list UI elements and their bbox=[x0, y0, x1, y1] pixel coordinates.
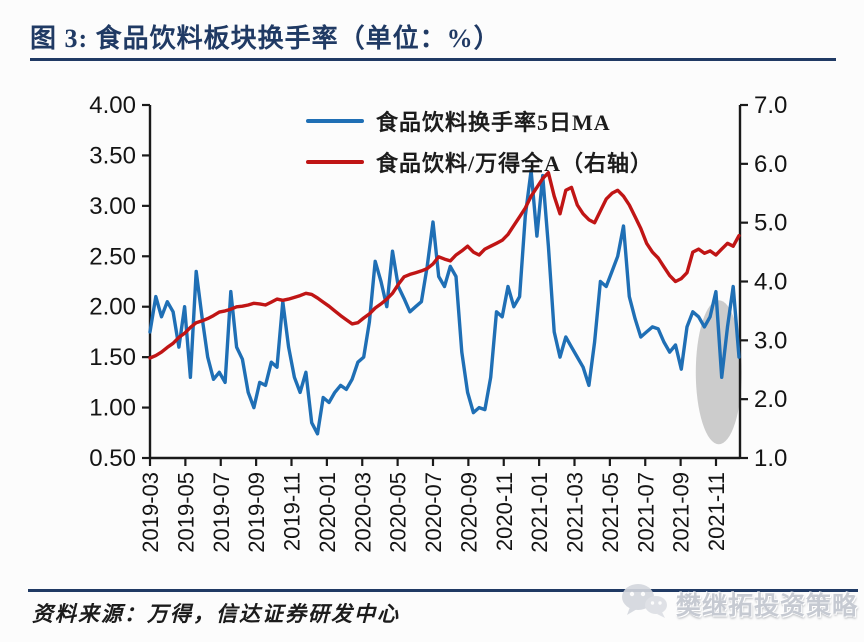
right-tick-label: 2.0 bbox=[754, 386, 787, 413]
source-note: 资料来源：万得，信达证券研发中心 bbox=[32, 602, 400, 626]
right-tick-label: 4.0 bbox=[754, 269, 787, 296]
x-tick-label: 2020-05 bbox=[386, 472, 411, 553]
legend-line-swatch-blue bbox=[306, 118, 364, 123]
x-tick-label: 2021-01 bbox=[527, 472, 552, 553]
legend-item-turnover: 食品饮料换手率5日MA bbox=[306, 100, 653, 141]
x-tick-label: 2019-03 bbox=[138, 472, 163, 553]
x-tick-label: 2020-03 bbox=[350, 472, 375, 553]
chart-legend: 食品饮料换手率5日MA 食品饮料/万得全A（右轴） bbox=[306, 100, 653, 182]
footer-divider bbox=[28, 589, 858, 592]
page-title: 图 3: 食品饮料板块换手率（单位：%） bbox=[30, 24, 501, 53]
legend-item-ratio: 食品饮料/万得全A（右轴） bbox=[306, 141, 653, 182]
series-line-ratio bbox=[148, 170, 741, 360]
watermark: 樊继拓投资策略 bbox=[620, 582, 858, 625]
watermark-label: 樊继拓投资策略 bbox=[675, 591, 858, 620]
right-tick-label: 7.0 bbox=[754, 92, 787, 119]
title-divider bbox=[30, 58, 836, 61]
x-tick-label: 2021-03 bbox=[563, 472, 588, 553]
series-line-turnover bbox=[148, 168, 741, 436]
x-tick-label: 2020-01 bbox=[315, 472, 340, 553]
x-tick-label: 2020-11 bbox=[492, 472, 517, 551]
legend-label-ratio: 食品饮料/万得全A（右轴） bbox=[376, 150, 654, 176]
x-tick-label: 2021-07 bbox=[633, 472, 658, 553]
x-tick-label: 2019-11 bbox=[280, 472, 305, 551]
right-tick-label: 3.0 bbox=[754, 327, 787, 354]
right-tick-label: 6.0 bbox=[754, 151, 787, 178]
left-tick-label: 0.50 bbox=[89, 445, 136, 472]
left-tick-label: 2.50 bbox=[89, 243, 136, 270]
left-tick-label: 3.50 bbox=[89, 142, 136, 169]
left-tick-label: 1.50 bbox=[89, 344, 136, 371]
x-tick-label: 2019-07 bbox=[209, 472, 234, 553]
left-tick-label: 1.00 bbox=[89, 395, 136, 422]
left-tick-label: 2.00 bbox=[89, 294, 136, 321]
x-tick-label: 2019-09 bbox=[244, 472, 269, 553]
x-tick-label: 2019-05 bbox=[173, 472, 198, 553]
right-tick-label: 5.0 bbox=[754, 210, 787, 237]
legend-label-turnover: 食品饮料换手率5日MA bbox=[376, 109, 611, 135]
wechat-icon bbox=[620, 582, 670, 625]
x-tick-label: 2021-11 bbox=[704, 472, 729, 551]
x-tick-label: 2021-09 bbox=[669, 472, 694, 553]
highlight-ellipse bbox=[695, 300, 742, 445]
left-tick-label: 4.00 bbox=[89, 92, 136, 119]
legend-line-swatch-red bbox=[306, 159, 364, 164]
x-tick-label: 2020-09 bbox=[456, 472, 481, 553]
x-tick-label: 2021-05 bbox=[598, 472, 623, 553]
x-tick-label: 2020-07 bbox=[421, 472, 446, 553]
right-tick-label: 1.0 bbox=[754, 445, 787, 472]
left-tick-label: 3.00 bbox=[89, 193, 136, 220]
